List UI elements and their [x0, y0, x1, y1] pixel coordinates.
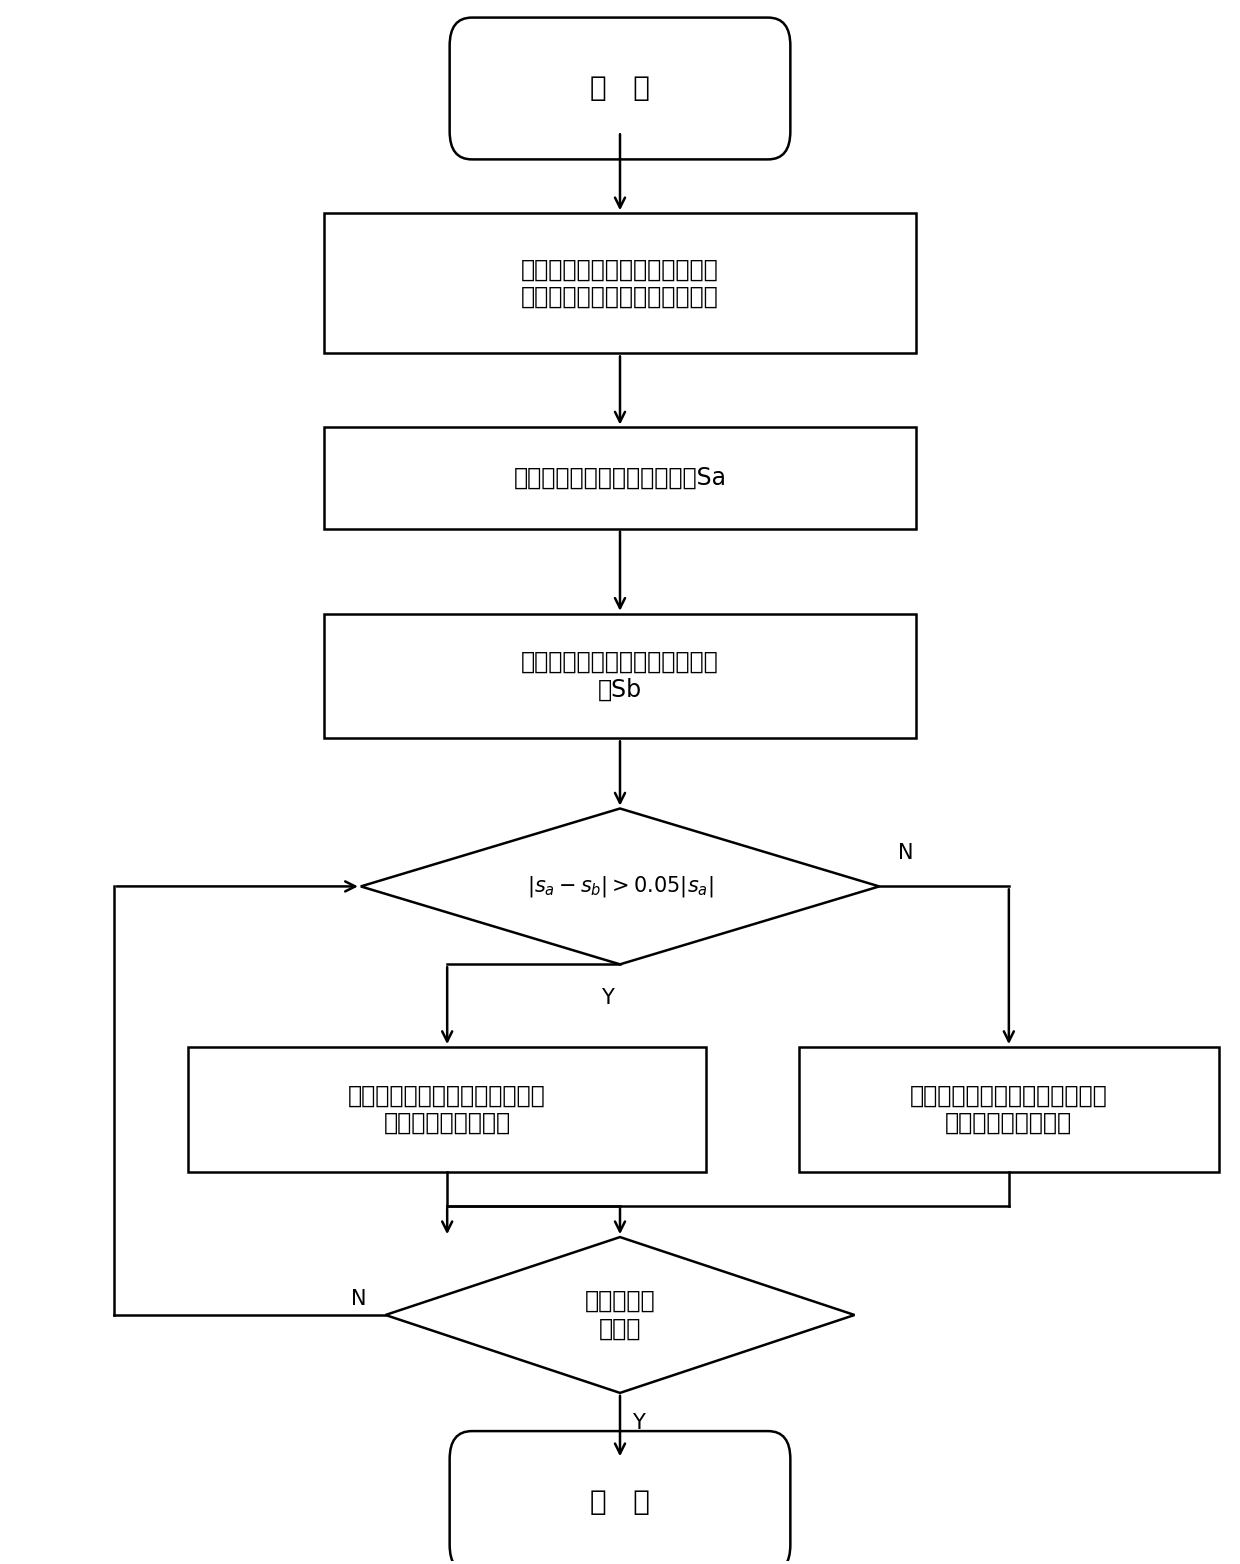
Text: N: N: [898, 843, 913, 863]
Text: 换相过程是
否结束: 换相过程是 否结束: [585, 1289, 655, 1340]
Text: Y: Y: [632, 1414, 645, 1433]
Text: 开   始: 开 始: [590, 75, 650, 103]
Bar: [799, 1046, 1219, 1171]
Polygon shape: [361, 809, 879, 965]
Text: 开通三相全桥逆变器中与关断功
率管同桥臂的功率管: 开通三相全桥逆变器中与关断功 率管同桥臂的功率管: [348, 1084, 546, 1135]
Text: $|s_a - s_b| > 0.05|s_a|$: $|s_a - s_b| > 0.05|s_a|$: [527, 874, 713, 899]
Text: 结   束: 结 束: [590, 1487, 650, 1516]
Bar: [324, 427, 916, 529]
Text: 关断三相全桥逆变器中与关断功
率管同桥臂的功率管: 关断三相全桥逆变器中与关断功 率管同桥臂的功率管: [910, 1084, 1107, 1135]
FancyBboxPatch shape: [450, 1431, 790, 1564]
Bar: [324, 213, 916, 353]
Text: 确定无刷直流电机换相过程中的
三相全桥逆变器中的关断功率管: 确定无刷直流电机换相过程中的 三相全桥逆变器中的关断功率管: [521, 258, 719, 310]
Polygon shape: [386, 1237, 854, 1394]
Text: Y: Y: [601, 988, 614, 1007]
Text: N: N: [351, 1289, 367, 1309]
Text: 记录换相过程中无刷直流电机转
速Sb: 记录换相过程中无刷直流电机转 速Sb: [521, 651, 719, 702]
Text: 记录换相前无刷直流电机转速Sa: 记录换相前无刷直流电机转速Sa: [513, 466, 727, 490]
FancyBboxPatch shape: [450, 17, 790, 160]
Bar: [188, 1046, 707, 1171]
Bar: [324, 613, 916, 738]
